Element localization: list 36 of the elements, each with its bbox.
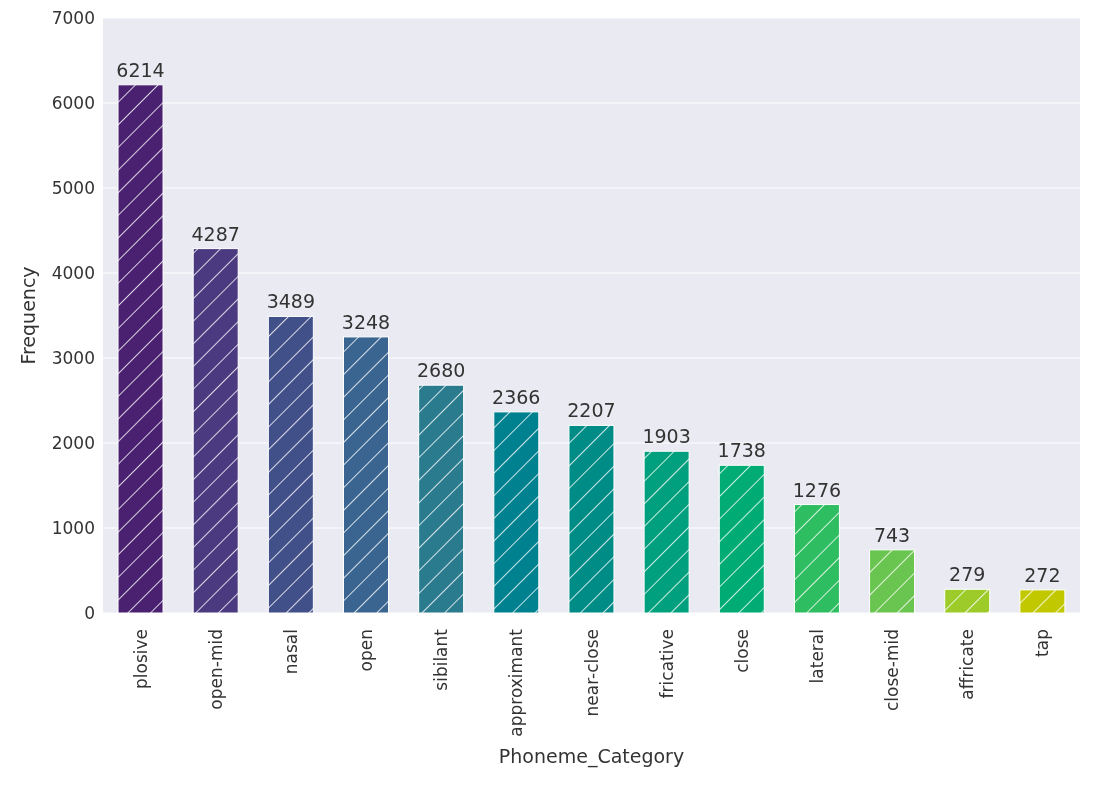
x-tick-label: nasal bbox=[280, 629, 301, 675]
x-tick-label: open-mid bbox=[205, 629, 226, 710]
y-axis-title: Frequency bbox=[16, 266, 39, 365]
data-label: 272 bbox=[1024, 563, 1061, 586]
x-tick-label: affricate bbox=[957, 629, 978, 700]
data-label: 6214 bbox=[116, 58, 165, 81]
x-tick-label: open bbox=[356, 629, 377, 672]
x-tick-label: sibilant bbox=[431, 628, 452, 691]
y-tick-label: 3000 bbox=[51, 348, 95, 369]
y-tick-label: 1000 bbox=[51, 518, 95, 539]
x-tick-label: close-mid bbox=[882, 629, 903, 711]
x-tick-label: close bbox=[731, 629, 752, 673]
data-label: 2366 bbox=[492, 385, 541, 408]
y-tick-label: 6000 bbox=[51, 93, 95, 114]
y-tick-label: 5000 bbox=[51, 178, 95, 199]
y-tick-label: 0 bbox=[84, 603, 95, 624]
x-tick-label: approximant bbox=[506, 628, 527, 737]
y-tick-label: 7000 bbox=[51, 8, 95, 29]
data-label: 2680 bbox=[416, 359, 466, 382]
data-label: 279 bbox=[949, 563, 986, 586]
x-tick-label: plosive bbox=[130, 629, 151, 690]
x-tick-label: fricative bbox=[656, 629, 677, 699]
x-axis-title: Phoneme_Category bbox=[498, 745, 685, 768]
data-label: 3248 bbox=[341, 310, 391, 333]
data-label: 1903 bbox=[642, 425, 691, 448]
data-label: 1276 bbox=[792, 478, 842, 501]
data-label: 2207 bbox=[567, 399, 616, 422]
data-label: 743 bbox=[873, 523, 911, 546]
data-label: 1738 bbox=[717, 439, 766, 462]
x-tick-label: lateral bbox=[806, 629, 827, 684]
y-tick-label: 4000 bbox=[51, 263, 95, 284]
x-tick-label: near-close bbox=[581, 629, 602, 717]
x-tick-label: tap bbox=[1032, 629, 1053, 657]
data-label: 4287 bbox=[191, 222, 240, 245]
y-tick-label: 2000 bbox=[51, 433, 95, 454]
data-label: 3489 bbox=[266, 290, 316, 313]
